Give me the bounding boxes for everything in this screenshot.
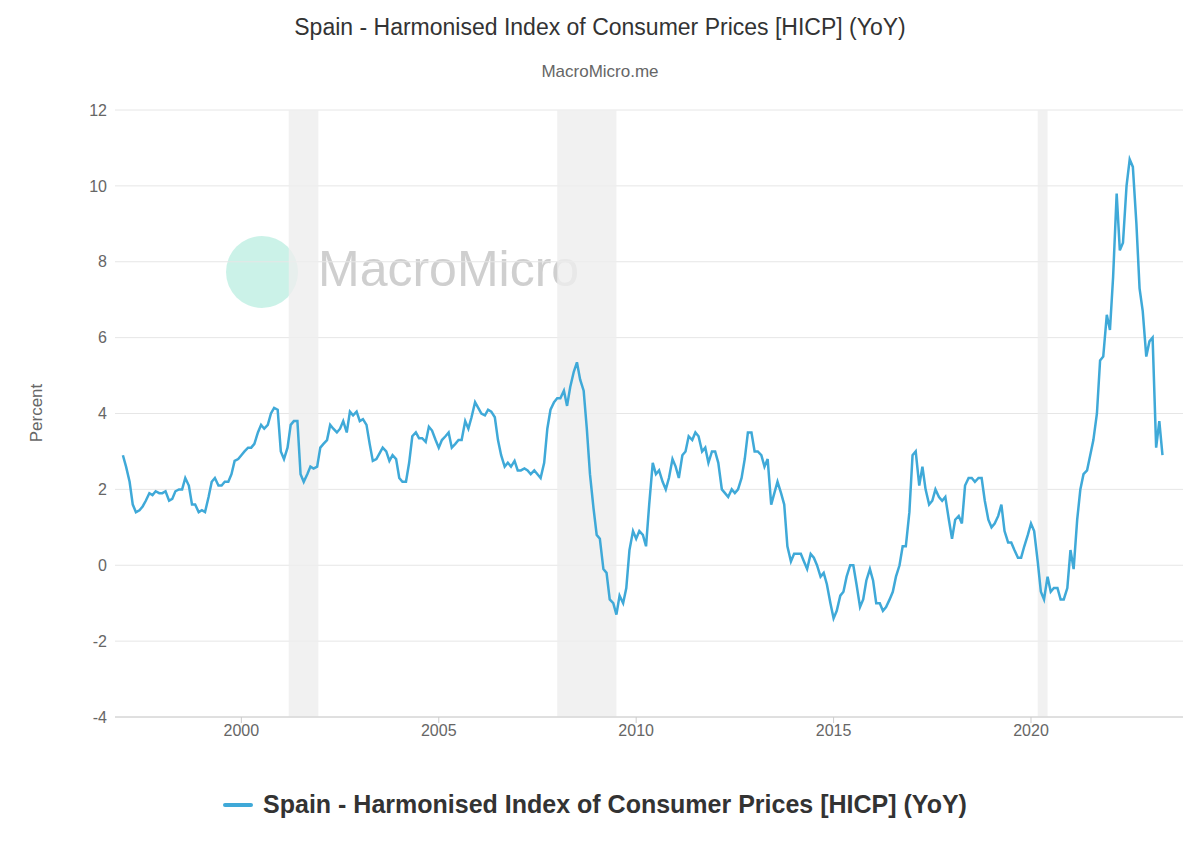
svg-text:12: 12 [89, 102, 107, 119]
svg-text:0: 0 [98, 557, 107, 574]
svg-text:-4: -4 [93, 709, 107, 726]
svg-text:-2: -2 [93, 633, 107, 650]
html-text:MacroMicro: MacroMicro [318, 241, 580, 297]
svg-text:6: 6 [98, 329, 107, 346]
html-text:Spain - Harmonised Index of Co: Spain - Harmonised Index of Consumer Pri… [294, 14, 906, 40]
html-text:Spain - Harmonised Index of Co: Spain - Harmonised Index of Consumer Pri… [263, 790, 967, 818]
svg-text:2010: 2010 [618, 722, 654, 739]
svg-text:2000: 2000 [224, 722, 260, 739]
svg-text:10: 10 [89, 178, 107, 195]
svg-text:2: 2 [98, 481, 107, 498]
svg-text:8: 8 [98, 253, 107, 270]
html-text:MacroMicro.me: MacroMicro.me [541, 62, 659, 81]
svg-text:2020: 2020 [1013, 722, 1049, 739]
html-text:Percent: Percent [27, 383, 46, 443]
svg-text:2015: 2015 [816, 722, 852, 739]
svg-text:2005: 2005 [421, 722, 457, 739]
svg-text:4: 4 [98, 405, 107, 422]
